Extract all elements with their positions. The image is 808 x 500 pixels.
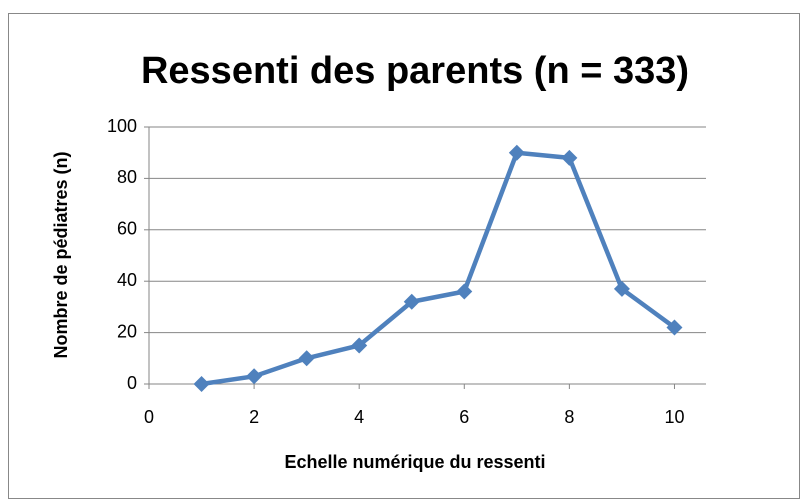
y-axis-label: Nombre de pédiatres (n) — [51, 151, 71, 358]
chart-title: Ressenti des parents (n = 333) — [141, 50, 689, 92]
data-point — [666, 319, 683, 336]
y-tick-label: 60 — [117, 219, 137, 239]
data-line — [201, 150, 676, 387]
data-point — [351, 337, 368, 354]
x-axis-label: Echelle numérique du ressenti — [284, 452, 545, 472]
data-point — [561, 149, 578, 166]
data-point — [508, 144, 525, 161]
y-tick-label: 100 — [107, 116, 137, 136]
chart-frame — [8, 13, 800, 499]
x-tick-label: 10 — [664, 407, 684, 427]
y-tick-label: 80 — [117, 167, 137, 187]
y-tick-label: 20 — [117, 321, 137, 341]
x-tick-label: 2 — [249, 407, 259, 427]
data-point — [246, 368, 263, 385]
data-point — [193, 376, 210, 392]
y-tick-label: 0 — [127, 373, 137, 393]
x-tick-label: 6 — [459, 407, 469, 427]
data-point — [298, 350, 315, 367]
x-tick-label: 0 — [144, 407, 154, 427]
data-point — [613, 280, 630, 297]
y-tick-label: 40 — [117, 270, 137, 290]
x-tick-label: 8 — [564, 407, 574, 427]
data-point — [456, 283, 473, 300]
data-point — [403, 293, 420, 310]
x-tick-label: 4 — [354, 407, 364, 427]
